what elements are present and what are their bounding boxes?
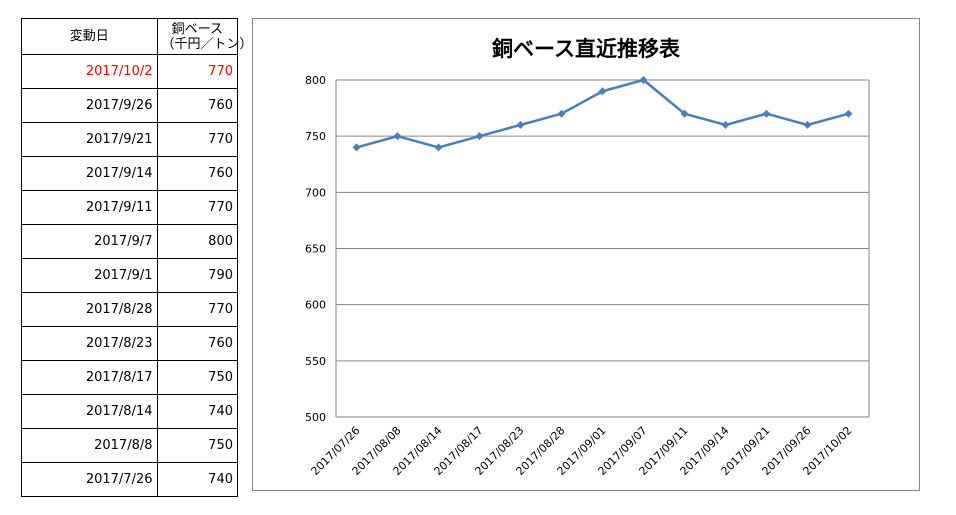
row-value: 770 xyxy=(156,292,238,327)
y-tick-label: 700 xyxy=(305,186,326,199)
data-point xyxy=(352,143,361,152)
data-point xyxy=(598,87,607,96)
row-date: 2017/7/26 xyxy=(21,462,158,497)
row-value: 770 xyxy=(156,122,238,157)
y-tick-label: 550 xyxy=(305,355,326,368)
table-row: 2017/9/14 760 xyxy=(21,156,238,191)
copper-price-table: 変動日 銅ベース （千円／トン） 2017/10/2 770 2017/9/26 76… xyxy=(21,18,253,497)
data-point xyxy=(803,120,812,129)
data-point xyxy=(434,143,443,152)
table-row: 2017/7/26 740 xyxy=(21,462,238,497)
row-date: 2017/8/23 xyxy=(21,326,158,361)
row-date: 2017/8/28 xyxy=(21,292,158,327)
y-tick-label: 600 xyxy=(305,299,326,312)
row-value: 770 xyxy=(156,54,238,89)
row-value: 740 xyxy=(156,394,238,429)
row-date: 2017/9/14 xyxy=(21,156,158,191)
data-point xyxy=(639,76,648,84)
header-value: 銅ベース （千円／トン） xyxy=(156,18,253,55)
row-value: 750 xyxy=(156,428,238,463)
data-point xyxy=(844,109,853,118)
data-point xyxy=(762,109,771,118)
data-point xyxy=(680,109,689,118)
table-row: 2017/8/8 750 xyxy=(21,428,238,463)
data-point xyxy=(393,132,402,141)
data-point xyxy=(475,132,484,141)
row-date: 2017/8/17 xyxy=(21,360,158,395)
row-date: 2017/9/21 xyxy=(21,122,158,157)
y-tick-label: 800 xyxy=(305,74,326,87)
row-value: 800 xyxy=(156,224,238,259)
row-date: 2017/8/14 xyxy=(21,394,158,429)
table-row: 2017/9/7 800 xyxy=(21,224,238,259)
row-date: 2017/9/7 xyxy=(21,224,158,259)
row-value: 750 xyxy=(156,360,238,395)
table-row: 2017/9/1 790 xyxy=(21,258,238,293)
header-date: 変動日 xyxy=(21,18,158,55)
line-chart: 5005506006507007508002017/07/262017/08/0… xyxy=(305,74,870,478)
table-row: 2017/9/11 770 xyxy=(21,190,238,225)
row-date: 2017/9/26 xyxy=(21,88,158,123)
row-value: 760 xyxy=(156,88,238,123)
row-value: 790 xyxy=(156,258,238,293)
chart-title: 銅ベース直近推移表 xyxy=(492,37,680,61)
table-header-row: 変動日 銅ベース （千円／トン） xyxy=(21,18,253,55)
header-value-line2: （千円／トン） xyxy=(161,36,253,52)
y-tick-label: 650 xyxy=(305,243,326,256)
row-value: 760 xyxy=(156,156,238,191)
table-row: 2017/8/28 770 xyxy=(21,292,238,327)
row-value: 740 xyxy=(156,462,238,497)
data-point xyxy=(516,120,525,129)
row-date: 2017/9/1 xyxy=(21,258,158,293)
row-date: 2017/10/2 xyxy=(21,54,158,89)
table-row: 2017/8/14 740 xyxy=(21,394,238,429)
row-date: 2017/9/11 xyxy=(21,190,158,225)
data-point xyxy=(721,120,730,129)
table-row: 2017/9/26 760 xyxy=(21,88,238,123)
row-value: 770 xyxy=(156,190,238,225)
header-value-line1: 銅ベース xyxy=(171,21,223,37)
table-row: 2017/10/2 770 xyxy=(21,54,238,89)
y-tick-label: 500 xyxy=(305,411,326,424)
y-tick-label: 750 xyxy=(305,130,326,143)
chart-area: 銅ベース直近推移表 500 550 600 650 700 750 800 2017/07/2… xyxy=(252,18,920,491)
table-row: 2017/8/23 760 xyxy=(21,326,238,361)
data-point xyxy=(557,109,566,118)
table-row: 2017/8/17 750 xyxy=(21,360,238,395)
table-row: 2017/9/21 770 xyxy=(21,122,238,157)
row-value: 760 xyxy=(156,326,238,361)
row-date: 2017/8/8 xyxy=(21,428,158,463)
